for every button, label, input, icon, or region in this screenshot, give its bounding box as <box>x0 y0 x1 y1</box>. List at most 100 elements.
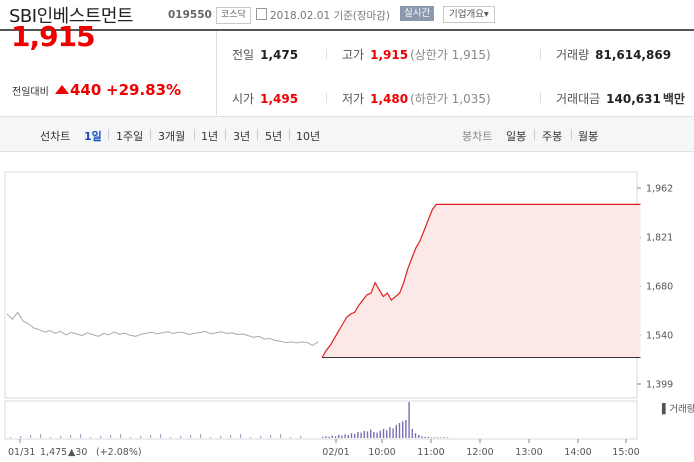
volume-bar <box>418 435 420 438</box>
volume-bar <box>338 435 340 438</box>
tab-monthly[interactable]: 월봉 <box>578 130 599 143</box>
stock-header: SBI인베스트먼트 019550 코스닥 2018.02.01 기준(장마감) … <box>0 0 694 28</box>
volume-bar <box>424 436 426 438</box>
volume-bar <box>360 432 362 438</box>
prev-close: 전일 1,475 <box>232 48 299 62</box>
prev-volume-bar <box>160 434 162 438</box>
tab-3m[interactable]: 3개월 <box>158 130 186 143</box>
x-tick-label: 13:00 <box>515 447 542 458</box>
volume-bar <box>357 432 359 438</box>
volume-bar <box>395 424 397 438</box>
volume-bar <box>328 436 330 438</box>
volume-bar <box>379 430 381 438</box>
volume-bar <box>363 430 365 438</box>
prev-volume-bar <box>190 435 192 438</box>
low-price: 저가 1,480 (하한가 1,035) <box>342 92 491 106</box>
volume-bar <box>347 435 349 438</box>
price-box <box>0 31 217 115</box>
realtime-button[interactable]: 실시간 <box>400 6 435 21</box>
volume-bar <box>350 433 353 438</box>
prev-volume-bar <box>150 435 152 438</box>
volume-bar <box>386 430 388 438</box>
trade-amount: 거래대금 140,631 백만 <box>556 92 685 106</box>
prev-volume-bar <box>60 436 62 438</box>
prev-volume-bar <box>40 434 42 438</box>
volume-bar <box>334 436 337 438</box>
prev-summary-date: 01/31 <box>8 447 35 458</box>
volume-bar <box>341 435 343 438</box>
tab-daily[interactable]: 일봉 <box>506 130 527 143</box>
volume-bar <box>344 434 346 438</box>
tab-1y[interactable]: 1년 <box>201 130 219 143</box>
volume-bar <box>366 431 369 438</box>
volume-bar <box>437 437 439 438</box>
y-tick-label: 1,680 <box>646 282 673 293</box>
current-price: 1,915 <box>11 20 96 53</box>
volume-bar <box>430 437 433 438</box>
prev-volume-bar <box>10 437 12 438</box>
volume-bar <box>370 429 372 438</box>
volume-bar <box>325 436 327 438</box>
volume-bar <box>402 421 404 438</box>
stock-name: SBI인베스트먼트 <box>9 6 133 27</box>
volume-bar <box>398 423 401 438</box>
change-amount: 440 <box>70 81 102 99</box>
prev-summary-pct: (+2.08%) <box>96 447 142 458</box>
volume-bar <box>421 436 423 438</box>
high-price: 고가 1,915 (상한가 1,915) <box>342 48 491 62</box>
prev-volume-bar <box>210 437 212 438</box>
x-tick-label: 15:00 <box>612 447 639 458</box>
volume-bar <box>443 437 445 438</box>
company-overview-dropdown[interactable]: 기업개요▾ <box>443 6 495 23</box>
volume-bar <box>389 427 391 438</box>
change-label: 전일대비 <box>12 87 49 98</box>
change-percent: +29.83% <box>106 81 182 99</box>
prev-summary-change: ▲30 <box>68 447 87 458</box>
line-chart-label[interactable]: 선차트 <box>40 130 71 143</box>
y-tick-label: 1,540 <box>646 330 673 341</box>
volume-value: 거래량 81,614,869 <box>556 48 672 62</box>
volume-bar <box>427 436 429 438</box>
tab-10y[interactable]: 10년 <box>296 130 321 143</box>
prev-volume-bar <box>80 434 82 438</box>
tab-1w[interactable]: 1주일 <box>116 130 144 143</box>
x-tick-label: 12:00 <box>466 447 493 458</box>
calendar-icon <box>256 8 267 20</box>
prev-volume-bar <box>20 436 22 438</box>
previous-day-line <box>6 311 319 346</box>
prev-volume-bar <box>50 437 52 438</box>
volume-bar <box>434 437 436 438</box>
prev-volume-bar <box>200 434 202 438</box>
volume-bar <box>446 437 449 438</box>
prev-volume-bar <box>110 435 112 438</box>
volume-bar <box>322 436 324 438</box>
open-price: 시가 1,495 <box>232 92 299 106</box>
volume-bar <box>405 420 407 438</box>
volume-legend-label: ▌거래량 <box>661 403 694 415</box>
candle-chart-label[interactable]: 봉차트 <box>462 130 493 143</box>
prev-volume-bar <box>180 436 182 438</box>
x-tick-label: 02/01 <box>322 447 349 458</box>
market-badge: 코스닥 <box>216 7 251 24</box>
volume-plot-area <box>4 400 638 440</box>
tab-3y[interactable]: 3년 <box>233 130 251 143</box>
prev-volume-bar <box>270 435 272 438</box>
volume-bar <box>392 428 394 438</box>
prev-volume-bar <box>70 435 72 438</box>
prev-volume-bar <box>230 435 232 438</box>
header-divider <box>0 29 694 31</box>
volume-bar <box>373 432 375 438</box>
tab-5y[interactable]: 5년 <box>265 130 283 143</box>
prev-volume-bar <box>130 437 132 438</box>
prev-volume-bar <box>30 435 32 438</box>
tab-weekly[interactable]: 주봉 <box>542 130 563 143</box>
prev-volume-bar <box>290 437 292 438</box>
prev-volume-bar <box>300 436 302 438</box>
tab-1d[interactable]: 1일 <box>84 130 102 143</box>
prev-volume-bar <box>120 434 122 438</box>
volume-bar <box>411 429 413 438</box>
volume-bar <box>440 437 442 438</box>
prev-volume-bar <box>220 436 222 438</box>
y-tick-label: 1,399 <box>646 380 673 391</box>
